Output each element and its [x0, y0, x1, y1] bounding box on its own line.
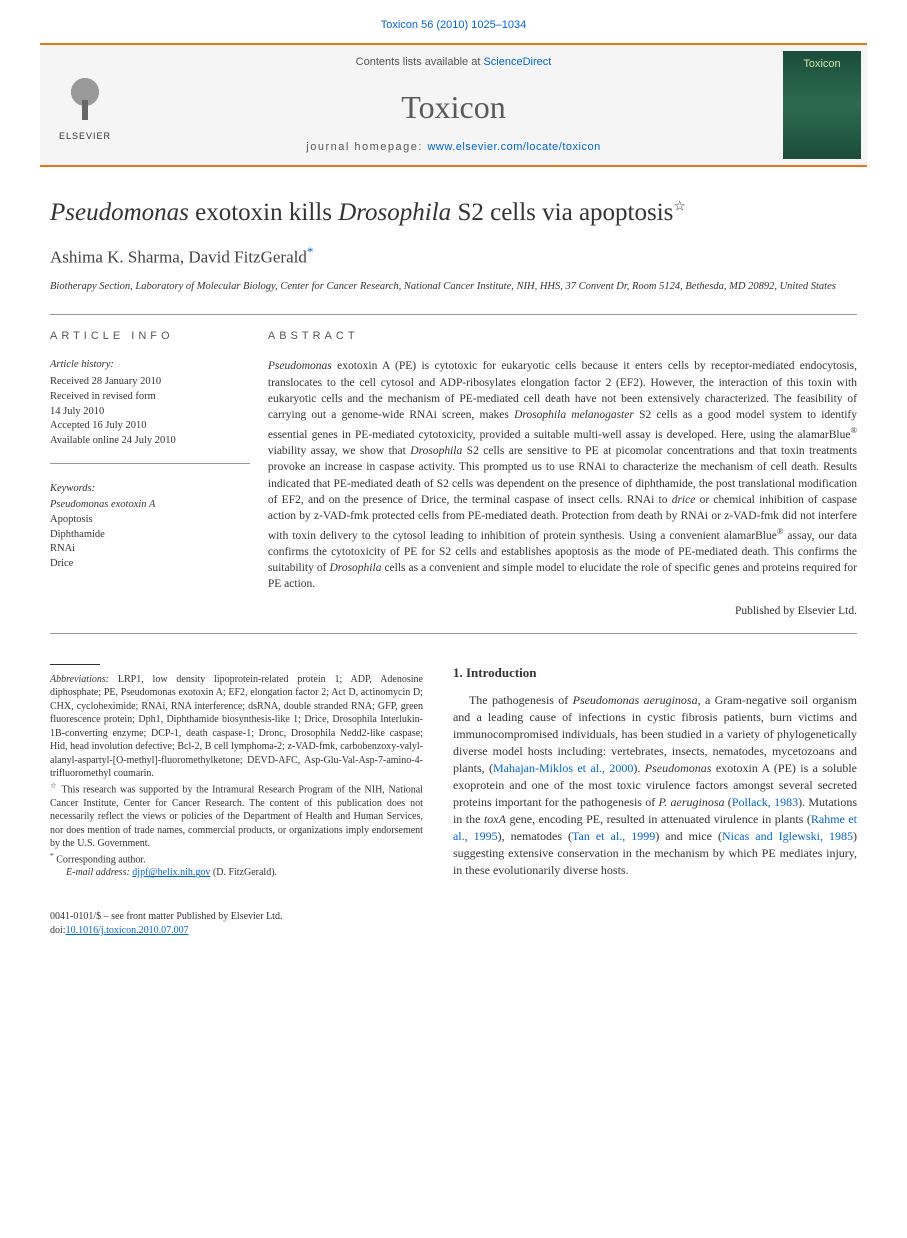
doi-prefix: doi:	[50, 925, 66, 936]
history-revised-2: 14 July 2010	[50, 405, 250, 420]
banner-center: Contents lists available at ScienceDirec…	[130, 45, 777, 165]
abbrev-label: Abbreviations:	[50, 674, 109, 685]
elsevier-logo[interactable]: ELSEVIER	[40, 45, 130, 165]
authors: Ashima K. Sharma, David FitzGerald*	[50, 243, 857, 269]
doi-block: 0041-0101/$ – see front matter Published…	[0, 910, 907, 958]
history-block: Article history: Received 28 January 201…	[50, 358, 250, 463]
homepage-prefix: journal homepage:	[306, 141, 427, 153]
elsevier-tree-icon	[55, 68, 115, 128]
journal-cover-thumbnail[interactable]: Toxicon	[783, 51, 861, 159]
keywords-head: Keywords:	[50, 482, 250, 497]
contents-line: Contents lists available at ScienceDirec…	[130, 55, 777, 70]
homepage-link[interactable]: www.elsevier.com/locate/toxicon	[427, 141, 600, 153]
introduction-text: The pathogenesis of Pseudomonas aerugino…	[453, 692, 857, 879]
sciencedirect-link[interactable]: ScienceDirect	[483, 56, 551, 68]
abstract-label: ABSTRACT	[268, 329, 857, 344]
keyword-3: Diphthamide	[50, 528, 250, 543]
publisher-line: Published by Elsevier Ltd.	[268, 603, 857, 619]
history-revised-1: Received in revised form	[50, 390, 250, 405]
front-matter-line: 0041-0101/$ – see front matter Published…	[50, 910, 857, 924]
corresponding-mark: *	[307, 244, 314, 259]
header-citation: Toxicon 56 (2010) 1025–1034	[0, 0, 907, 43]
abbrev-text: LRP1, low density lipoprotein-related pr…	[50, 674, 423, 780]
article-info-label: ARTICLE INFO	[50, 329, 250, 344]
affiliation: Biotherapy Section, Laboratory of Molecu…	[50, 280, 857, 294]
contents-prefix: Contents lists available at	[356, 56, 484, 68]
journal-banner: ELSEVIER Contents lists available at Sci…	[40, 43, 867, 167]
funding-star: ☆	[50, 781, 58, 790]
keyword-2: Apoptosis	[50, 513, 250, 528]
author-names: Ashima K. Sharma, David FitzGerald	[50, 248, 307, 267]
title-text: Pseudomonas exotoxin kills Drosophila S2…	[50, 199, 673, 226]
article-title: Pseudomonas exotoxin kills Drosophila S2…	[50, 197, 857, 230]
keyword-1: Pseudomonas exotoxin A	[50, 498, 250, 513]
history-received: Received 28 January 2010	[50, 375, 250, 390]
keywords-block: Keywords: Pseudomonas exotoxin A Apoptos…	[50, 482, 250, 572]
corr-text: Corresponding author.	[54, 854, 146, 865]
abstract-column: ABSTRACT Pseudomonas exotoxin A (PE) is …	[268, 314, 857, 633]
elsevier-label: ELSEVIER	[59, 130, 111, 143]
keyword-4: RNAi	[50, 542, 250, 557]
footnote-rule	[50, 664, 100, 665]
cover-title: Toxicon	[783, 57, 861, 72]
corresponding-footnote: * Corresponding author.	[50, 851, 423, 867]
homepage-line: journal homepage: www.elsevier.com/locat…	[130, 140, 777, 155]
abstract-text: Pseudomonas exotoxin A (PE) is cytotoxic…	[268, 358, 857, 592]
abbreviations-footnote: Abbreviations: LRP1, low density lipopro…	[50, 673, 423, 781]
introduction-heading: 1. Introduction	[453, 664, 857, 682]
article-info-column: ARTICLE INFO Article history: Received 2…	[50, 315, 268, 633]
lower-columns: Abbreviations: LRP1, low density lipopro…	[50, 664, 857, 880]
introduction-column: 1. Introduction The pathogenesis of Pseu…	[453, 664, 857, 880]
info-abstract-row: ARTICLE INFO Article history: Received 2…	[50, 314, 857, 634]
funding-text: This research was supported by the Intra…	[50, 784, 423, 849]
doi-line: doi:10.1016/j.toxicon.2010.07.007	[50, 924, 857, 938]
funding-footnote: ☆ This research was supported by the Int…	[50, 781, 423, 851]
email-link[interactable]: djpf@helix.nih.gov	[132, 867, 210, 878]
history-head: Article history:	[50, 358, 250, 373]
keyword-5: Drice	[50, 557, 250, 572]
email-suffix: (D. FitzGerald).	[210, 867, 277, 878]
title-footnote-star: ☆	[673, 200, 686, 215]
email-footnote: E-mail address: djpf@helix.nih.gov (D. F…	[50, 866, 423, 880]
history-online: Available online 24 July 2010	[50, 434, 250, 449]
email-label: E-mail address:	[66, 867, 130, 878]
journal-name: Toxicon	[130, 85, 777, 130]
history-accepted: Accepted 16 July 2010	[50, 419, 250, 434]
doi-link[interactable]: 10.1016/j.toxicon.2010.07.007	[66, 925, 189, 936]
footnotes-column: Abbreviations: LRP1, low density lipopro…	[50, 664, 423, 880]
